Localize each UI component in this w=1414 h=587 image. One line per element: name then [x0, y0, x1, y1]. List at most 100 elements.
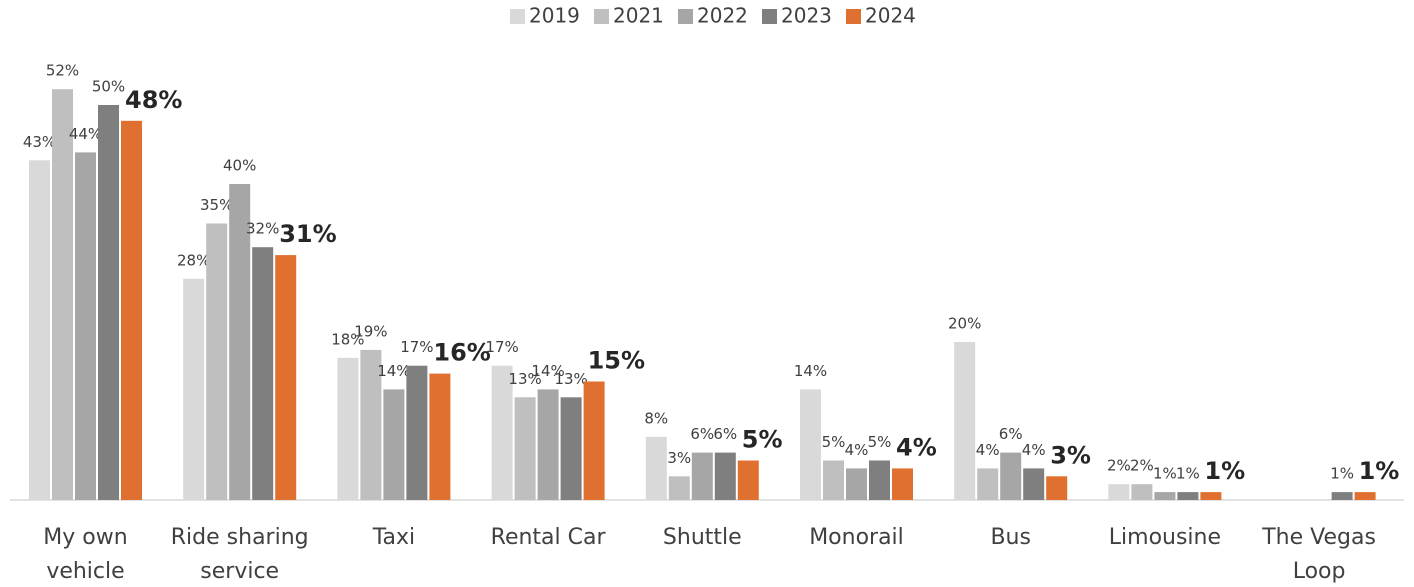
bar [645, 436, 667, 500]
bar [846, 468, 867, 500]
bar [183, 278, 205, 500]
value-label: 6% [999, 425, 1023, 443]
legend-swatch [762, 9, 777, 24]
value-label: 6% [713, 425, 737, 443]
bar [1000, 452, 1022, 500]
bar [514, 397, 536, 500]
value-label: 1% [1204, 457, 1245, 485]
value-label: 28% [177, 251, 210, 269]
bar [954, 342, 976, 500]
bar [1046, 476, 1068, 500]
value-label: 2% [1130, 457, 1154, 475]
bar [714, 452, 736, 500]
value-label: 14% [531, 362, 564, 380]
value-label: 44% [69, 125, 102, 143]
bar [1177, 492, 1199, 500]
bar [98, 105, 119, 500]
bar [823, 460, 844, 500]
value-label: 1% [1176, 465, 1200, 483]
bar [1108, 484, 1130, 500]
bar [252, 247, 274, 500]
value-label: 13% [508, 370, 541, 388]
bar [429, 373, 451, 500]
value-label: 32% [246, 220, 279, 238]
value-label: 31% [279, 220, 336, 248]
bar [537, 389, 559, 500]
x-tick-label: Shuttle [663, 525, 742, 550]
value-label: 43% [23, 133, 56, 151]
x-tick-label: Limousine [1109, 525, 1221, 550]
value-label: 17% [485, 338, 518, 356]
value-label: 18% [331, 330, 364, 348]
bar [668, 476, 690, 500]
bar [691, 452, 713, 500]
legend-swatch [678, 9, 693, 24]
value-label: 3% [1050, 441, 1091, 469]
value-label: 17% [400, 338, 433, 356]
x-tick-label: Bus [990, 525, 1031, 550]
value-label: 14% [794, 362, 827, 380]
value-label: 4% [896, 433, 937, 461]
value-label: 14% [377, 362, 410, 380]
value-label: 4% [1022, 441, 1046, 459]
value-label: 1% [1153, 465, 1177, 483]
bar [1331, 492, 1353, 500]
legend-label: 2024 [865, 4, 916, 28]
value-label: 1% [1359, 457, 1400, 485]
legend-swatch [594, 9, 609, 24]
legend-swatch [510, 9, 525, 24]
value-label: 4% [845, 441, 869, 459]
value-label: 52% [46, 62, 79, 80]
value-label: 13% [554, 370, 587, 388]
value-label: 5% [868, 433, 892, 451]
value-label: 4% [976, 441, 1000, 459]
bar [1023, 468, 1045, 500]
value-label: 35% [200, 196, 233, 214]
value-label: 2% [1107, 457, 1131, 475]
bar [1154, 492, 1176, 500]
legend-label: 2021 [613, 4, 664, 28]
x-tick-label: Rental Car [491, 525, 607, 550]
value-label: 19% [354, 322, 387, 340]
legend-label: 2023 [781, 4, 832, 28]
value-label: 3% [667, 449, 691, 467]
value-label: 16% [433, 339, 490, 367]
bar [383, 389, 405, 500]
bar [869, 460, 890, 500]
value-label: 6% [690, 425, 714, 443]
bar [491, 365, 513, 500]
bar [737, 460, 759, 500]
bar [29, 160, 50, 501]
value-label: 8% [644, 409, 668, 427]
bar [892, 468, 913, 500]
bar [583, 381, 605, 500]
value-label: 5% [822, 433, 846, 451]
bar [275, 255, 297, 500]
bar [977, 468, 999, 500]
bar [1131, 484, 1153, 500]
x-tick-label: Taxi [372, 525, 415, 550]
legend-label: 2019 [529, 4, 580, 28]
value-label: 1% [1330, 465, 1354, 483]
bar [360, 349, 382, 500]
bar [121, 120, 142, 501]
bar [1354, 492, 1376, 500]
value-label: 5% [742, 426, 783, 454]
legend-swatch [846, 9, 861, 24]
bar [1200, 492, 1222, 500]
x-tick-label: Ride sharing service [171, 525, 309, 584]
bar [206, 223, 228, 500]
value-label: 40% [223, 157, 256, 175]
bar [52, 89, 73, 500]
x-tick-label: Monorail [809, 525, 904, 550]
value-label: 50% [92, 78, 125, 96]
bar [560, 397, 582, 500]
value-label: 48% [125, 86, 182, 114]
bar [406, 365, 428, 500]
value-label: 15% [588, 347, 645, 375]
x-tick-label: My own vehicle [43, 525, 127, 584]
legend-label: 2022 [697, 4, 748, 28]
bar [337, 357, 359, 500]
bar [800, 389, 821, 500]
